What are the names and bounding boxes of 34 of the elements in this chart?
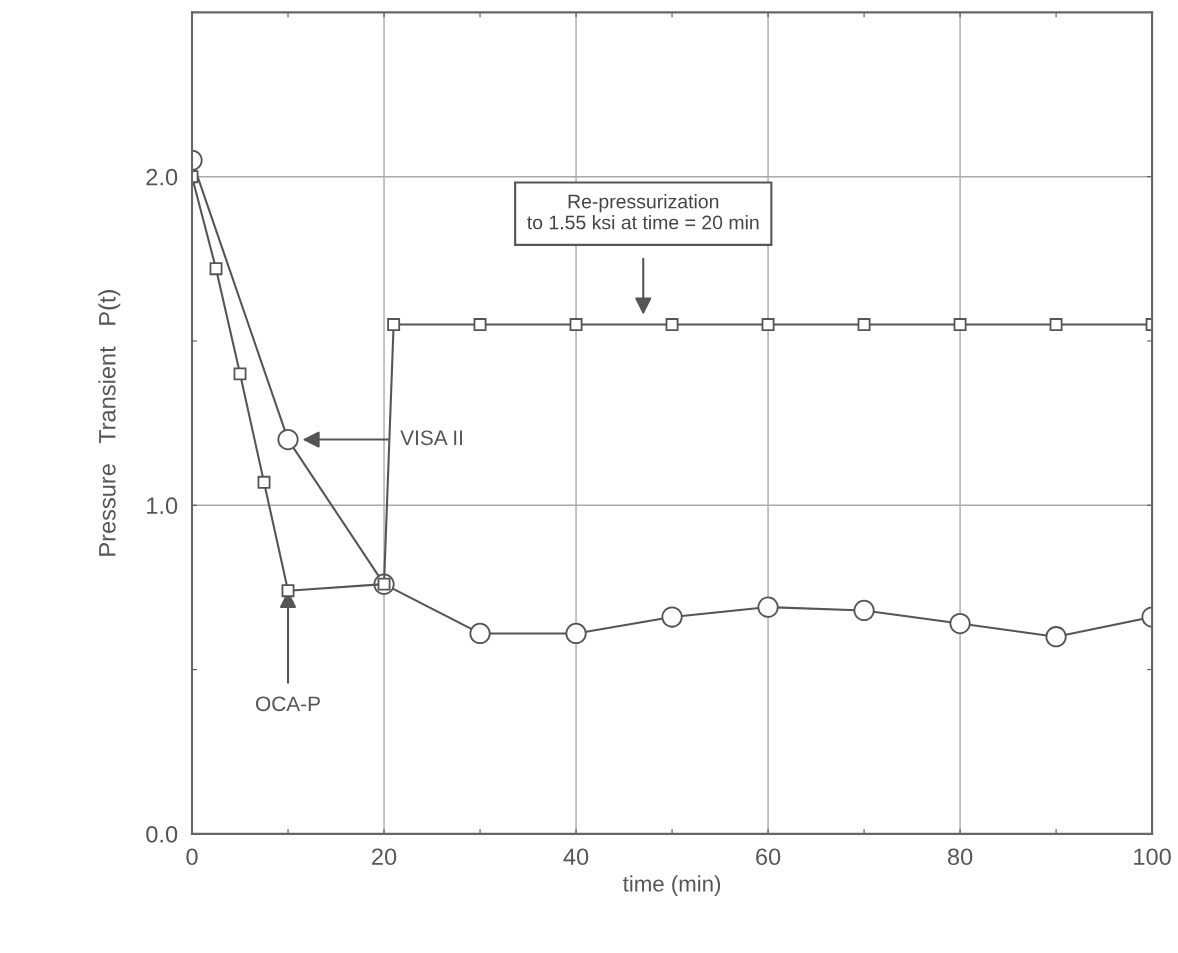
point xyxy=(569,318,583,332)
y-tick-label: 0.0 xyxy=(146,825,178,843)
point xyxy=(661,606,683,628)
x-tick-label: 80 xyxy=(947,848,973,866)
y-tick-label: 1.0 xyxy=(147,497,178,515)
point xyxy=(857,318,871,332)
annotation: OCA-P xyxy=(256,696,320,712)
x-tick-label: 40 xyxy=(563,848,589,866)
annotation: VISA II xyxy=(400,430,462,446)
point xyxy=(209,262,223,276)
x-tick-label: 60 xyxy=(756,848,781,866)
point xyxy=(565,622,587,645)
point xyxy=(1045,626,1067,648)
point xyxy=(277,428,299,451)
point xyxy=(1049,318,1063,332)
annotation: Re-pressurization to 1.55 ksi at time = 20 min xyxy=(527,194,759,230)
point xyxy=(761,318,775,332)
point xyxy=(281,584,295,598)
x-axis-title: time (min) xyxy=(623,875,721,897)
x-tick-label: 0 xyxy=(186,848,198,866)
point xyxy=(473,318,487,332)
point xyxy=(257,475,271,489)
point xyxy=(469,622,491,645)
point xyxy=(665,318,679,332)
y-axis-title: Pressure Transient P(t) xyxy=(98,290,121,556)
y-tick-label: 2.0 xyxy=(146,168,178,186)
point xyxy=(387,318,401,332)
point xyxy=(949,612,971,635)
x-tick-label: 100 xyxy=(1134,848,1171,866)
point xyxy=(233,367,247,381)
point xyxy=(953,318,967,332)
point xyxy=(757,596,779,618)
x-tick-label: 20 xyxy=(372,848,397,866)
point xyxy=(853,599,875,622)
